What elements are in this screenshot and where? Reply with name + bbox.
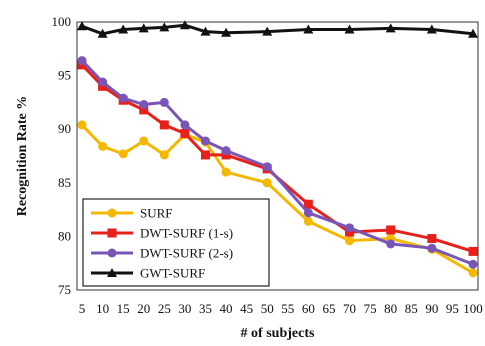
data-point-circle bbox=[107, 208, 117, 218]
data-point-circle bbox=[345, 223, 355, 233]
data-point-circle bbox=[345, 236, 355, 246]
data-point-circle bbox=[303, 216, 313, 226]
data-point-circle bbox=[159, 150, 169, 160]
x-tick-label: 95 bbox=[446, 301, 459, 316]
data-point-triangle bbox=[221, 27, 232, 37]
y-axis-title: Recognition Rate % bbox=[15, 96, 30, 217]
y-tick-label: 80 bbox=[58, 228, 71, 243]
data-point-circle bbox=[200, 136, 210, 146]
data-point-triangle bbox=[385, 23, 396, 33]
data-point-triangle bbox=[262, 26, 273, 36]
legend-label: DWT-SURF (2-s) bbox=[140, 246, 233, 261]
x-tick-label: 30 bbox=[178, 301, 191, 316]
x-tick-label: 60 bbox=[302, 301, 315, 316]
data-point-triangle bbox=[426, 24, 437, 34]
y-tick-label: 75 bbox=[58, 282, 71, 297]
plot-frame bbox=[76, 21, 479, 291]
data-point-circle bbox=[221, 146, 231, 156]
data-point-circle bbox=[139, 100, 149, 110]
data-point-circle bbox=[159, 97, 169, 107]
data-point-triangle bbox=[77, 21, 87, 31]
data-point-circle bbox=[118, 93, 128, 103]
data-point-triangle bbox=[97, 28, 108, 38]
x-tick-label: 45 bbox=[240, 301, 253, 316]
data-point-circle bbox=[180, 120, 190, 130]
x-tick-label: 25 bbox=[158, 301, 171, 316]
data-point-circle bbox=[139, 136, 149, 146]
series-gwt-surf bbox=[77, 20, 478, 38]
series-dwt-surf-2-s bbox=[77, 56, 478, 269]
x-tick-label: 100 bbox=[463, 301, 483, 316]
data-point-circle bbox=[262, 162, 272, 172]
x-tick-label: 85 bbox=[405, 301, 418, 316]
y-tick-label: 95 bbox=[58, 68, 71, 83]
data-point-circle bbox=[468, 259, 478, 269]
data-point-square bbox=[159, 120, 169, 130]
data-point-circle bbox=[107, 248, 117, 258]
y-tick-label: 100 bbox=[52, 14, 72, 29]
legend-label: GWT-SURF bbox=[140, 266, 205, 281]
data-point-square bbox=[200, 150, 210, 160]
data-point-circle bbox=[303, 208, 313, 218]
data-point-triangle bbox=[200, 26, 211, 36]
x-tick-label: 20 bbox=[137, 301, 150, 316]
data-point-square bbox=[180, 128, 190, 138]
legend-item: DWT-SURF (1-s) bbox=[91, 226, 233, 241]
data-point-circle bbox=[77, 56, 87, 66]
series-line bbox=[81, 23, 474, 36]
x-tick-label: 50 bbox=[261, 301, 274, 316]
data-point-circle bbox=[98, 141, 108, 151]
x-tick-label: 90 bbox=[425, 301, 438, 316]
data-point-square bbox=[468, 246, 478, 256]
x-tick-label: 40 bbox=[220, 301, 233, 316]
data-point-circle bbox=[427, 243, 437, 253]
data-point-circle bbox=[77, 120, 87, 130]
data-point-circle bbox=[118, 149, 128, 159]
data-point-square bbox=[386, 225, 396, 235]
data-point-circle bbox=[262, 178, 272, 188]
x-tick-label: 65 bbox=[322, 301, 335, 316]
data-point-circle bbox=[221, 167, 231, 177]
x-tick-label: 75 bbox=[364, 301, 377, 316]
data-point-square bbox=[427, 234, 437, 244]
data-point-circle bbox=[98, 77, 108, 87]
data-point-square bbox=[139, 105, 149, 115]
data-point-triangle bbox=[344, 24, 355, 34]
x-tick-label: 10 bbox=[96, 301, 109, 316]
data-point-triangle bbox=[179, 20, 190, 30]
x-tick-label: 70 bbox=[343, 301, 356, 316]
x-tick-label: 35 bbox=[199, 301, 212, 316]
legend: SURF DWT-SURF (1-s) DWT-SURF (2-s) GWT-SURF bbox=[82, 198, 270, 287]
data-point-triangle bbox=[468, 28, 478, 38]
data-point-square bbox=[107, 228, 117, 238]
data-point-square bbox=[303, 199, 313, 209]
legend-label: DWT-SURF (1-s) bbox=[140, 226, 233, 241]
data-point-triangle bbox=[138, 23, 149, 33]
x-tick-label: 55 bbox=[281, 301, 294, 316]
plot-area: 75 80 85 90 95 100 5 10 15 20 25 30 35 40 45 50 55 60 65 70… bbox=[52, 14, 483, 316]
x-tick-label: 15 bbox=[117, 301, 130, 316]
legend-label: SURF bbox=[140, 206, 173, 221]
data-point-triangle bbox=[303, 24, 314, 34]
data-point-circle bbox=[386, 239, 396, 249]
x-axis-title: # of subjects bbox=[241, 326, 315, 341]
legend-item: SURF bbox=[91, 206, 173, 221]
data-point-triangle bbox=[159, 22, 170, 32]
data-point-triangle bbox=[107, 268, 117, 277]
legend-item: DWT-SURF (2-s) bbox=[91, 246, 233, 261]
x-tick-label: 80 bbox=[384, 301, 397, 316]
data-point-circle bbox=[468, 268, 478, 278]
x-tick-label: 5 bbox=[79, 301, 86, 316]
y-tick-label: 90 bbox=[58, 121, 71, 136]
data-point-triangle bbox=[118, 24, 129, 34]
y-tick-label: 85 bbox=[58, 175, 71, 190]
legend-item: GWT-SURF bbox=[91, 266, 205, 281]
